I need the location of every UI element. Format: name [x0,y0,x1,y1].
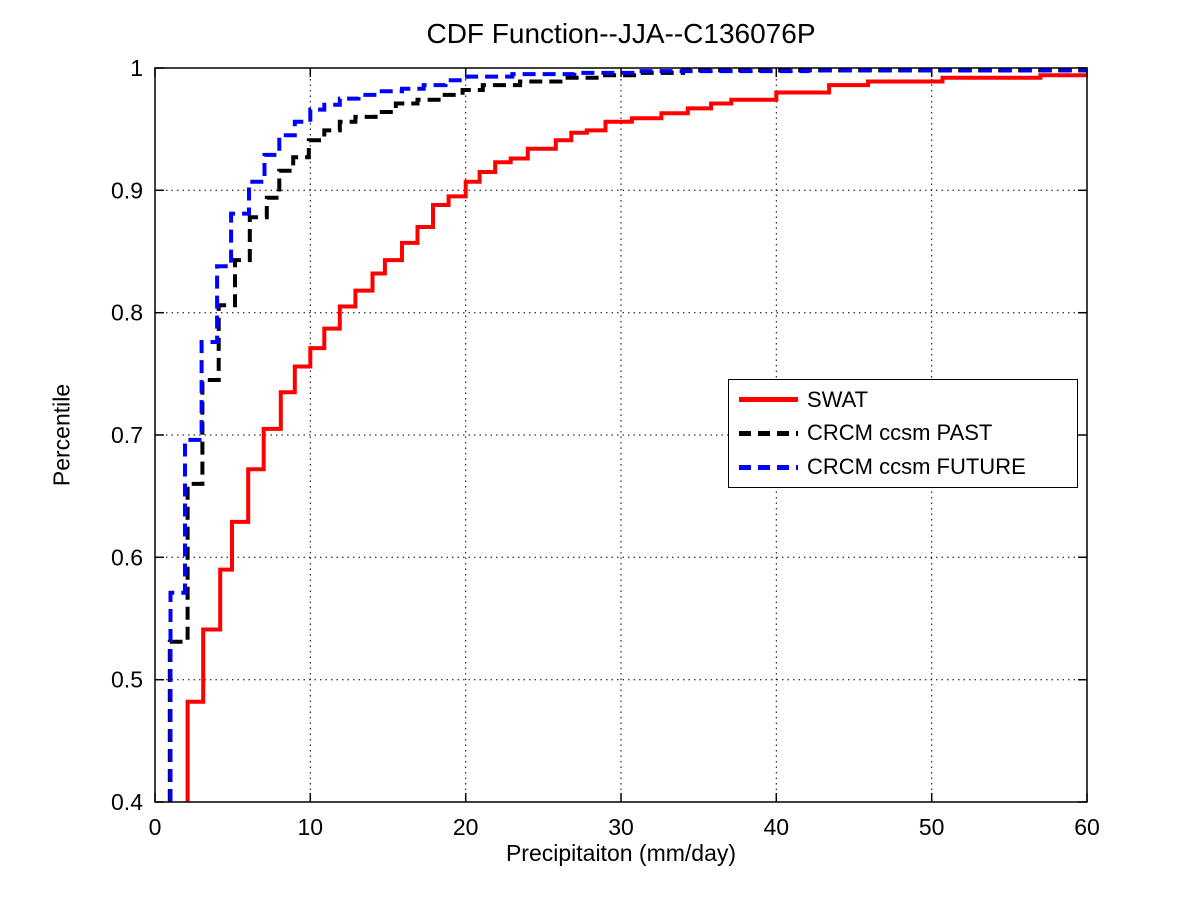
y-tick-label-0.4: 0.4 [111,789,143,815]
legend-label-swat: SWAT [807,386,869,412]
axes-box [154,67,1088,803]
x-tick-label-40: 40 [764,814,790,840]
x-tick-label-20: 20 [453,814,479,840]
legend-item-swat: SWAT [729,384,1077,416]
x-tick-label-10: 10 [298,814,324,840]
y-tick-label-0.7: 0.7 [111,422,143,448]
x-tick-label-30: 30 [608,814,634,840]
legend-line-sample-crcm-future [739,464,798,470]
y-tick-label-0.5: 0.5 [111,667,143,693]
y-tick-label-1: 1 [130,55,143,81]
x-tick-label-50: 50 [919,814,945,840]
legend-box: SWAT CRCM ccsm PAST CRCM ccsm FUTURE [728,379,1078,488]
x-tick-label-0: 0 [149,814,162,840]
y-tick-label-0.6: 0.6 [111,544,143,570]
legend-item-crcm-future: CRCM ccsm FUTURE [729,451,1077,483]
curve-swat [185,73,1087,802]
y-tick-label-0.8: 0.8 [111,300,143,326]
curve-crcm-ccsm-future [168,68,1087,802]
chart-title: CDF Function--JJA--C136076P [426,18,816,49]
legend-line-sample-swat [739,397,798,403]
legend-line-sample-crcm-past [739,430,798,436]
x-axis-label: Precipitaiton (mm/day) [505,840,737,866]
curve-crcm-ccsm-past [167,68,1087,802]
legend-label-crcm-future: CRCM ccsm FUTURE [807,454,1026,480]
legend-label-crcm-past: CRCM ccsm PAST [807,420,993,446]
y-tick-label-0.9: 0.9 [111,177,143,203]
legend-item-crcm-past: CRCM ccsm PAST [729,417,1077,449]
x-tick-label-60: 60 [1074,814,1100,840]
y-axis-label: Percentile [48,383,75,487]
